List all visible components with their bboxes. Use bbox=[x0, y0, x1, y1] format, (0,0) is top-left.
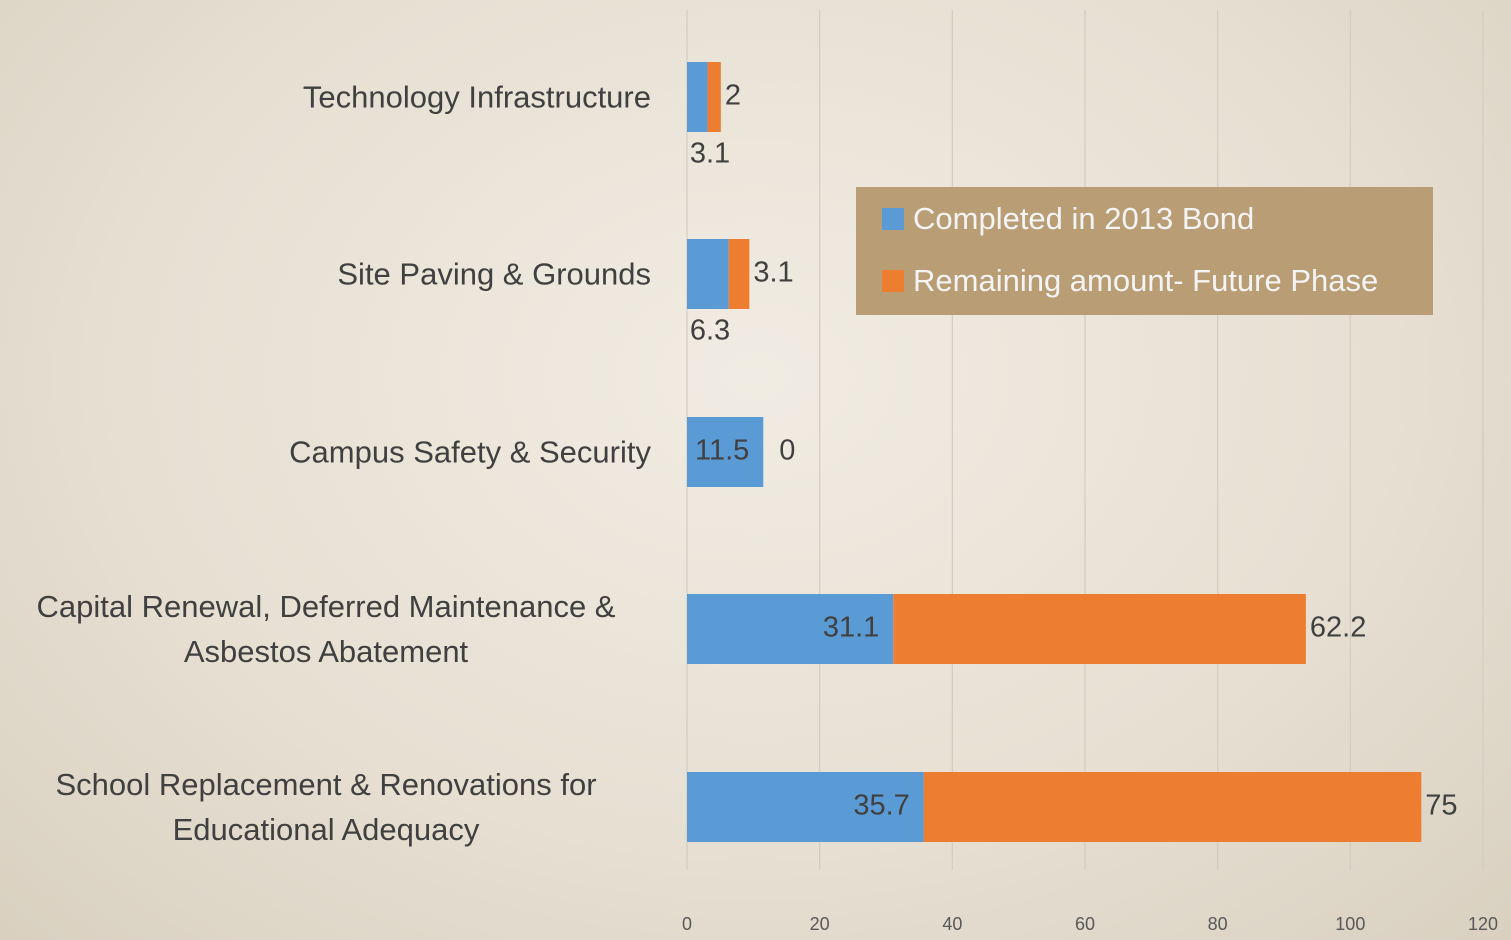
category-label: Capital Renewal, Deferred Maintenance & … bbox=[36, 589, 616, 669]
legend-swatch bbox=[882, 270, 904, 292]
x-tick-label: 80 bbox=[1208, 914, 1228, 934]
category-label: Site Paving & Grounds bbox=[337, 256, 651, 292]
x-tick-label: 100 bbox=[1335, 914, 1365, 934]
data-label: 3.1 bbox=[690, 138, 730, 170]
legend-swatch bbox=[882, 208, 904, 230]
bar-segment bbox=[923, 772, 1422, 842]
data-label: 2 bbox=[725, 80, 741, 112]
legend-item: Completed in 2013 Bond bbox=[882, 201, 1254, 237]
legend: Completed in 2013 Bond Remaining amount-… bbox=[856, 187, 1433, 315]
legend-label: Remaining amount- Future Phase bbox=[913, 263, 1379, 298]
x-tick-label: 60 bbox=[1075, 914, 1095, 934]
category-label: Campus Safety & Security bbox=[289, 434, 651, 470]
legend-item: Remaining amount- Future Phase bbox=[882, 263, 1378, 299]
legend-label: Completed in 2013 Bond bbox=[913, 201, 1255, 236]
data-label: 11.5 bbox=[695, 435, 749, 467]
data-label: 31.1 bbox=[823, 612, 879, 644]
bar-segment bbox=[687, 417, 764, 487]
bar-segment bbox=[687, 62, 708, 132]
data-label: 62.2 bbox=[1310, 612, 1366, 644]
bar-segment bbox=[707, 62, 721, 132]
category-label: School Replacement & Renovations for Edu… bbox=[55, 767, 597, 847]
bar-segment bbox=[687, 239, 729, 309]
category-label: Technology Infrastructure bbox=[302, 79, 651, 115]
data-label: 6.3 bbox=[690, 315, 730, 347]
x-tick-label: 120 bbox=[1468, 914, 1498, 934]
x-tick-label: 20 bbox=[810, 914, 830, 934]
bar-segment bbox=[728, 239, 750, 309]
bar-segment bbox=[893, 594, 1306, 664]
data-label: 35.7 bbox=[853, 790, 909, 822]
x-tick-label: 40 bbox=[942, 914, 962, 934]
data-label: 3.1 bbox=[753, 257, 793, 289]
bar-segment bbox=[687, 772, 924, 842]
data-label: 75 bbox=[1425, 790, 1457, 822]
data-label: 0 bbox=[779, 435, 795, 467]
bar-segment bbox=[687, 594, 894, 664]
x-tick-label: 0 bbox=[682, 914, 692, 934]
